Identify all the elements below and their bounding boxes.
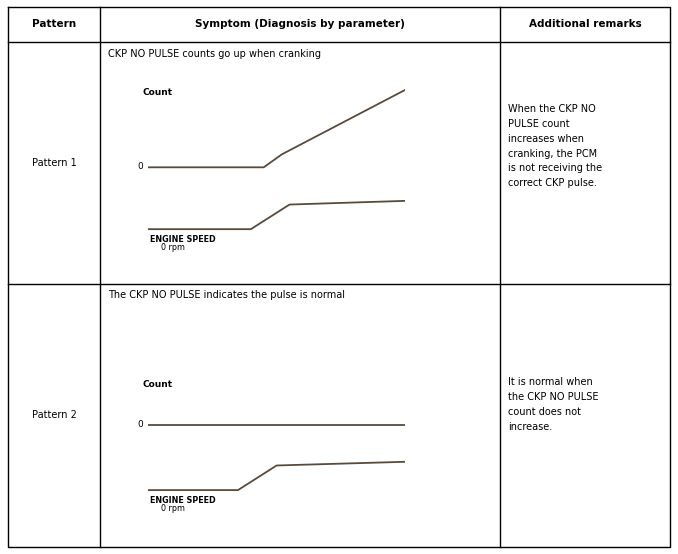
- Text: The CKP NO PULSE indicates the pulse is normal: The CKP NO PULSE indicates the pulse is …: [108, 290, 346, 300]
- Text: ENGINE SPEED: ENGINE SPEED: [151, 496, 216, 505]
- Text: 0 rpm: 0 rpm: [161, 504, 184, 512]
- Text: Symptom (Diagnosis by parameter): Symptom (Diagnosis by parameter): [195, 19, 405, 29]
- Text: When the CKP NO
PULSE count
increases when
cranking, the PCM
is not receiving th: When the CKP NO PULSE count increases wh…: [508, 104, 603, 188]
- Text: CKP NO PULSE counts go up when cranking: CKP NO PULSE counts go up when cranking: [108, 49, 321, 59]
- Text: Pattern 1: Pattern 1: [32, 158, 77, 168]
- Text: 0: 0: [137, 162, 142, 171]
- Text: Additional remarks: Additional remarks: [529, 19, 641, 29]
- Text: Pattern 2: Pattern 2: [32, 411, 77, 420]
- Text: 0: 0: [137, 419, 142, 429]
- Text: Pattern: Pattern: [32, 19, 77, 29]
- Text: 0 rpm: 0 rpm: [161, 243, 184, 252]
- Text: It is normal when
the CKP NO PULSE
count does not
increase.: It is normal when the CKP NO PULSE count…: [508, 377, 599, 432]
- Text: ENGINE SPEED: ENGINE SPEED: [151, 235, 216, 244]
- Text: Count: Count: [142, 88, 173, 97]
- Text: Count: Count: [142, 379, 173, 388]
